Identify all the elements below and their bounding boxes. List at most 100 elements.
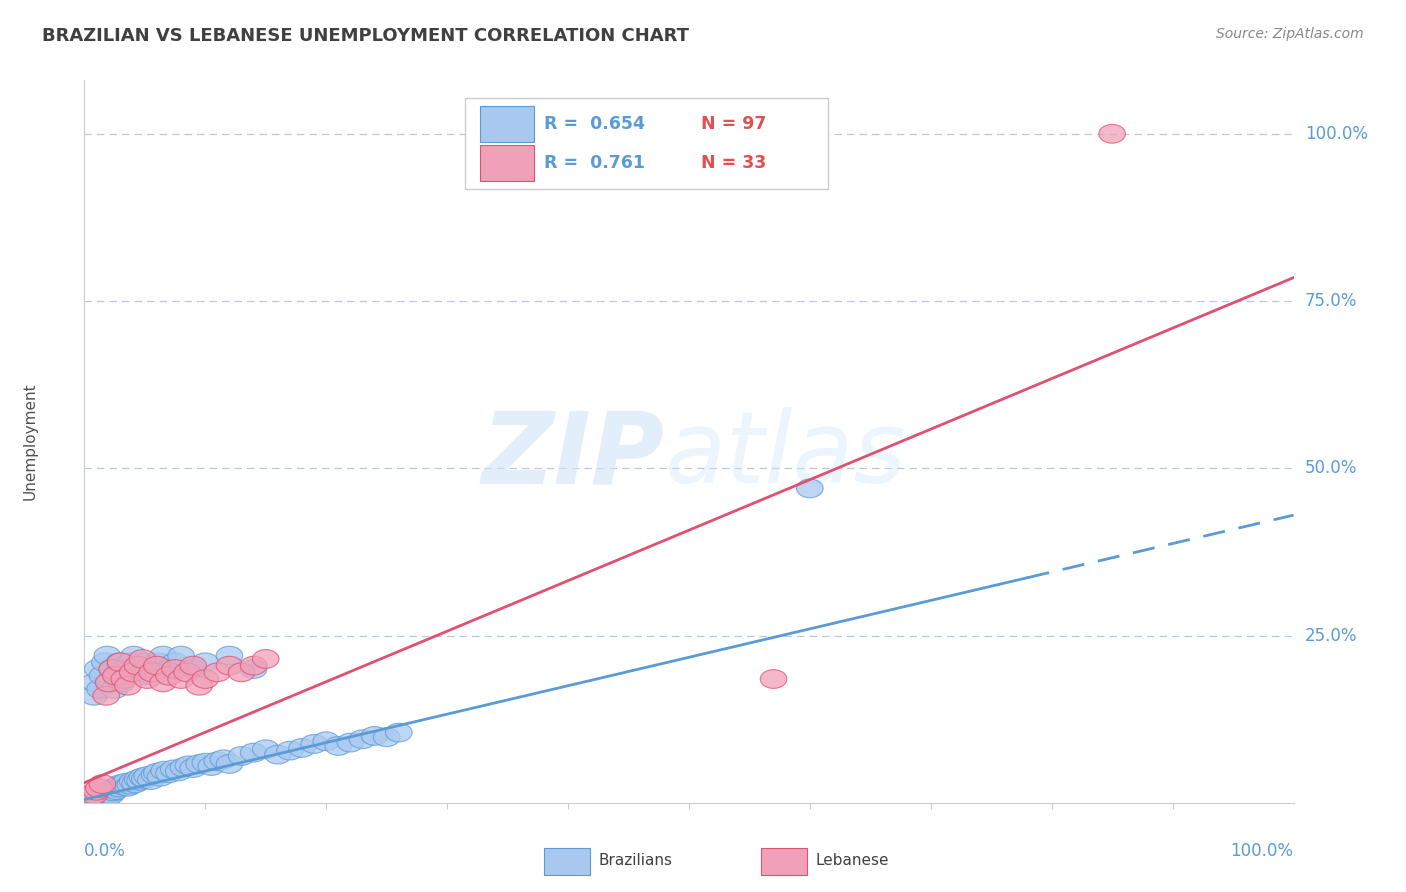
Ellipse shape bbox=[180, 758, 207, 778]
Ellipse shape bbox=[89, 666, 115, 685]
Ellipse shape bbox=[186, 676, 212, 695]
Ellipse shape bbox=[149, 646, 176, 665]
Ellipse shape bbox=[82, 673, 108, 692]
Text: atlas: atlas bbox=[665, 408, 907, 505]
Ellipse shape bbox=[228, 663, 254, 681]
Bar bbox=[479, 105, 534, 142]
Ellipse shape bbox=[97, 673, 124, 692]
Ellipse shape bbox=[162, 660, 188, 678]
Ellipse shape bbox=[1099, 125, 1125, 144]
Text: Unemployment: Unemployment bbox=[22, 383, 38, 500]
Ellipse shape bbox=[111, 670, 138, 689]
Ellipse shape bbox=[132, 653, 157, 672]
Text: R =  0.761: R = 0.761 bbox=[544, 154, 645, 172]
Ellipse shape bbox=[93, 687, 120, 705]
Ellipse shape bbox=[160, 760, 187, 779]
Ellipse shape bbox=[104, 666, 131, 685]
Ellipse shape bbox=[761, 670, 787, 689]
Ellipse shape bbox=[87, 680, 114, 698]
Ellipse shape bbox=[240, 660, 267, 678]
Ellipse shape bbox=[90, 787, 117, 805]
Ellipse shape bbox=[193, 670, 218, 689]
Ellipse shape bbox=[80, 789, 105, 807]
Ellipse shape bbox=[80, 787, 107, 805]
FancyBboxPatch shape bbox=[465, 98, 828, 189]
Ellipse shape bbox=[240, 743, 267, 762]
Ellipse shape bbox=[325, 737, 352, 756]
Ellipse shape bbox=[117, 775, 143, 794]
Ellipse shape bbox=[89, 785, 115, 804]
Ellipse shape bbox=[128, 666, 155, 685]
Ellipse shape bbox=[301, 735, 328, 753]
Ellipse shape bbox=[83, 781, 110, 800]
Text: ZIP: ZIP bbox=[482, 408, 665, 505]
Ellipse shape bbox=[80, 687, 107, 705]
Ellipse shape bbox=[98, 660, 125, 678]
Ellipse shape bbox=[134, 767, 160, 786]
Ellipse shape bbox=[217, 657, 243, 675]
Ellipse shape bbox=[112, 773, 139, 792]
Ellipse shape bbox=[145, 653, 172, 672]
Ellipse shape bbox=[170, 758, 197, 777]
Ellipse shape bbox=[103, 780, 129, 799]
Ellipse shape bbox=[180, 657, 207, 675]
Ellipse shape bbox=[135, 660, 162, 678]
Ellipse shape bbox=[132, 769, 157, 789]
Ellipse shape bbox=[105, 778, 132, 797]
Ellipse shape bbox=[314, 731, 339, 751]
Ellipse shape bbox=[180, 660, 207, 678]
Ellipse shape bbox=[77, 789, 104, 807]
Ellipse shape bbox=[134, 670, 160, 689]
Ellipse shape bbox=[167, 670, 194, 689]
Ellipse shape bbox=[124, 660, 150, 678]
Text: 25.0%: 25.0% bbox=[1305, 626, 1357, 645]
Text: Brazilians: Brazilians bbox=[599, 853, 672, 868]
Ellipse shape bbox=[108, 673, 135, 692]
Ellipse shape bbox=[96, 673, 122, 692]
Text: 0.0%: 0.0% bbox=[84, 842, 127, 860]
Ellipse shape bbox=[117, 653, 143, 672]
Ellipse shape bbox=[91, 784, 118, 803]
Ellipse shape bbox=[385, 723, 412, 742]
Ellipse shape bbox=[198, 756, 225, 775]
Ellipse shape bbox=[337, 733, 364, 752]
Text: 50.0%: 50.0% bbox=[1305, 459, 1357, 477]
Ellipse shape bbox=[107, 653, 134, 672]
Ellipse shape bbox=[115, 676, 141, 695]
Bar bbox=[544, 847, 589, 875]
Ellipse shape bbox=[77, 790, 104, 809]
Ellipse shape bbox=[288, 739, 315, 757]
Text: N = 97: N = 97 bbox=[702, 115, 766, 133]
Ellipse shape bbox=[122, 774, 149, 793]
Ellipse shape bbox=[98, 660, 125, 678]
Ellipse shape bbox=[217, 646, 243, 665]
Text: 100.0%: 100.0% bbox=[1305, 125, 1368, 143]
Ellipse shape bbox=[193, 653, 218, 672]
Ellipse shape bbox=[100, 782, 127, 801]
Ellipse shape bbox=[162, 653, 188, 672]
Ellipse shape bbox=[94, 646, 121, 665]
Text: BRAZILIAN VS LEBANESE UNEMPLOYMENT CORRELATION CHART: BRAZILIAN VS LEBANESE UNEMPLOYMENT CORRE… bbox=[42, 27, 689, 45]
Ellipse shape bbox=[167, 646, 194, 665]
Ellipse shape bbox=[83, 786, 110, 805]
Ellipse shape bbox=[204, 663, 231, 681]
Ellipse shape bbox=[143, 764, 170, 782]
Ellipse shape bbox=[124, 657, 150, 675]
Ellipse shape bbox=[156, 764, 183, 783]
Ellipse shape bbox=[129, 649, 156, 668]
Ellipse shape bbox=[84, 660, 111, 678]
Ellipse shape bbox=[139, 663, 166, 681]
Ellipse shape bbox=[186, 755, 212, 773]
Ellipse shape bbox=[114, 666, 141, 685]
Ellipse shape bbox=[166, 762, 193, 780]
Ellipse shape bbox=[277, 741, 304, 760]
Ellipse shape bbox=[89, 789, 115, 808]
Ellipse shape bbox=[148, 767, 174, 786]
Ellipse shape bbox=[105, 653, 132, 672]
Ellipse shape bbox=[101, 779, 128, 797]
Ellipse shape bbox=[141, 765, 167, 784]
Text: N = 33: N = 33 bbox=[702, 154, 766, 172]
Ellipse shape bbox=[93, 783, 120, 802]
Ellipse shape bbox=[103, 666, 129, 685]
Ellipse shape bbox=[115, 778, 141, 797]
